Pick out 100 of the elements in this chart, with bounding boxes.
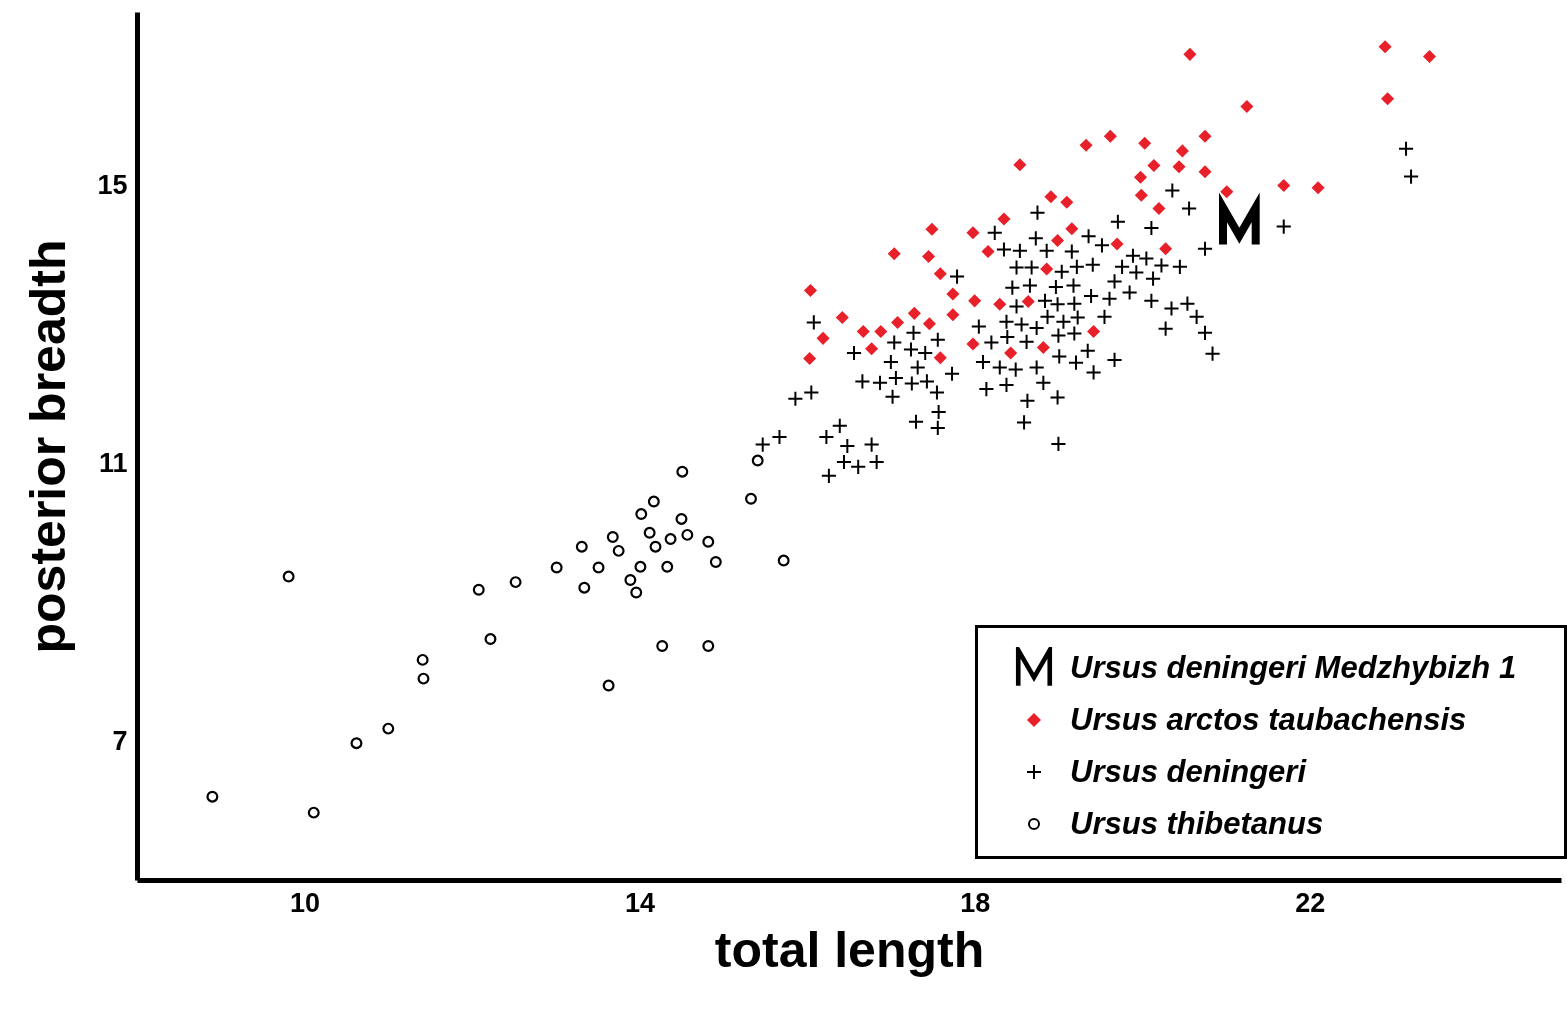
point <box>417 672 430 685</box>
point <box>416 653 429 666</box>
point <box>981 245 995 259</box>
legend-label: Ursus thibetanus <box>1070 806 1324 842</box>
point <box>649 540 662 553</box>
point <box>751 454 764 467</box>
point <box>602 679 615 692</box>
point <box>946 287 960 301</box>
point <box>1013 158 1027 172</box>
point <box>891 315 905 329</box>
point <box>656 640 669 652</box>
x-tick-label: 22 <box>1295 887 1326 918</box>
point <box>777 554 790 567</box>
point <box>1138 136 1152 150</box>
point <box>968 294 982 308</box>
point <box>803 351 817 366</box>
point <box>612 544 625 557</box>
point <box>675 512 688 525</box>
point <box>1152 202 1166 216</box>
point <box>1110 237 1124 251</box>
point <box>630 586 643 599</box>
point <box>575 540 588 553</box>
point <box>1277 179 1291 193</box>
point <box>1103 129 1117 143</box>
x-tick-label: 10 <box>290 887 321 918</box>
point <box>1220 185 1234 199</box>
point <box>592 561 605 574</box>
point <box>907 306 921 320</box>
point <box>816 331 830 345</box>
point <box>578 581 591 594</box>
point <box>282 570 295 583</box>
point <box>676 465 689 478</box>
point <box>1060 195 1074 209</box>
point <box>887 247 901 261</box>
point <box>702 640 715 652</box>
point <box>1040 262 1054 276</box>
point <box>1311 181 1325 195</box>
y-tick-label: 15 <box>97 170 128 201</box>
y-tick-label: 11 <box>98 447 128 478</box>
point <box>1175 144 1189 158</box>
point <box>966 337 980 351</box>
point <box>1036 340 1050 354</box>
point <box>803 283 817 297</box>
point <box>550 561 563 574</box>
point <box>856 324 870 338</box>
point <box>835 311 849 325</box>
point <box>1381 92 1395 106</box>
point <box>1378 40 1392 54</box>
legend-label: Ursus arctos taubachensis <box>1070 702 1467 738</box>
point <box>946 308 960 322</box>
point <box>1065 222 1079 236</box>
point <box>643 526 656 539</box>
point <box>350 737 363 750</box>
point <box>1198 165 1212 179</box>
point <box>484 633 497 646</box>
point <box>925 222 939 236</box>
point <box>865 342 879 356</box>
point <box>624 574 637 586</box>
point <box>382 722 395 735</box>
point <box>997 212 1011 226</box>
point <box>1198 129 1212 143</box>
point <box>664 533 677 546</box>
point <box>681 528 694 541</box>
point <box>206 790 219 803</box>
point <box>1183 47 1197 61</box>
point <box>1172 160 1186 174</box>
point <box>635 508 648 521</box>
point <box>966 226 980 240</box>
point <box>647 495 660 508</box>
point <box>1133 170 1148 184</box>
point <box>1021 295 1035 309</box>
point <box>922 249 936 263</box>
x-axis-title: total length <box>714 921 985 978</box>
legend-label: Ursus deningeri Medzhybizh 1 <box>1070 650 1517 686</box>
point <box>472 583 485 596</box>
point <box>634 560 647 573</box>
point <box>933 351 947 365</box>
y-tick-label: 7 <box>112 725 128 756</box>
point <box>1051 233 1065 247</box>
y-axis-title: posterior breadth <box>20 239 77 654</box>
x-tick-label: 18 <box>960 887 991 918</box>
point <box>1240 99 1254 113</box>
point <box>1159 242 1173 256</box>
point <box>1422 49 1437 63</box>
point <box>661 560 674 573</box>
point <box>1147 158 1161 172</box>
point <box>933 267 947 281</box>
legend-label: Ursus deningeri <box>1070 754 1306 790</box>
point <box>1079 138 1093 152</box>
x-tick-label: 14 <box>625 887 656 918</box>
point <box>993 297 1007 311</box>
point <box>1134 188 1148 202</box>
point <box>702 535 715 548</box>
point <box>1044 190 1058 204</box>
point <box>509 576 522 589</box>
point <box>874 324 888 338</box>
point <box>922 317 936 331</box>
point <box>1004 346 1018 360</box>
point <box>606 531 619 543</box>
point <box>709 556 722 568</box>
